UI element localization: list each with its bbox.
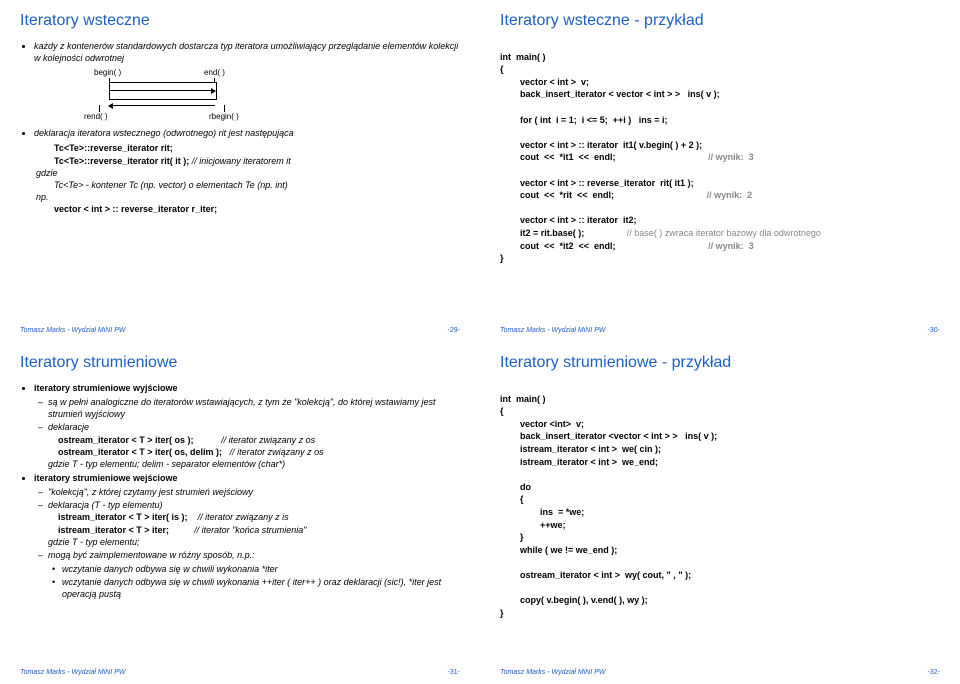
slide-title: Iteratory strumieniowe: [20, 354, 460, 372]
slide-30: Iteratory wsteczne - przykład int main( …: [480, 0, 960, 342]
out-iter-bullet: iteratory strumieniowe wyjściowe są w pe…: [34, 382, 460, 470]
slide-title: Iteratory strumieniowe - przykład: [500, 354, 940, 372]
slide-footer: Tomasz Marks - Wydział MiNI PW -30-: [500, 327, 940, 334]
page: Iteratory wsteczne każdy z kontenerów st…: [0, 0, 960, 684]
slide-title: Iteratory wsteczne: [20, 12, 460, 30]
slide-body: int main( ) { vector < int > v; back_ins…: [500, 38, 940, 323]
slide-footer: Tomasz Marks - Wydział MiNI PW -29-: [20, 327, 460, 334]
slide-29: Iteratory wsteczne każdy z kontenerów st…: [0, 0, 480, 342]
slide-body: int main( ) { vector <int> v; back_inser…: [500, 380, 940, 665]
slide-footer: Tomasz Marks - Wydział MiNI PW -31-: [20, 669, 460, 676]
slide-footer: Tomasz Marks - Wydział MiNI PW -32-: [500, 669, 940, 676]
slide-body: każdy z kontenerów standardowych dostarc…: [20, 38, 460, 323]
slide-body: iteratory strumieniowe wyjściowe są w pe…: [20, 380, 460, 665]
slide-32: Iteratory strumieniowe - przykład int ma…: [480, 342, 960, 684]
lead-bullet: każdy z kontenerów standardowych dostarc…: [34, 40, 460, 123]
slide-title: Iteratory wsteczne - przykład: [500, 12, 940, 30]
slide-31: Iteratory strumieniowe iteratory strumie…: [0, 342, 480, 684]
iterator-diagram: begin( ) end( ) rend( ) rbegin( ): [64, 68, 294, 123]
decl-bullet: deklaracja iteratora wstecznego (odwrotn…: [34, 127, 460, 215]
in-iter-bullet: iteratory strumieniowe wejściowe "kolekc…: [34, 472, 460, 600]
